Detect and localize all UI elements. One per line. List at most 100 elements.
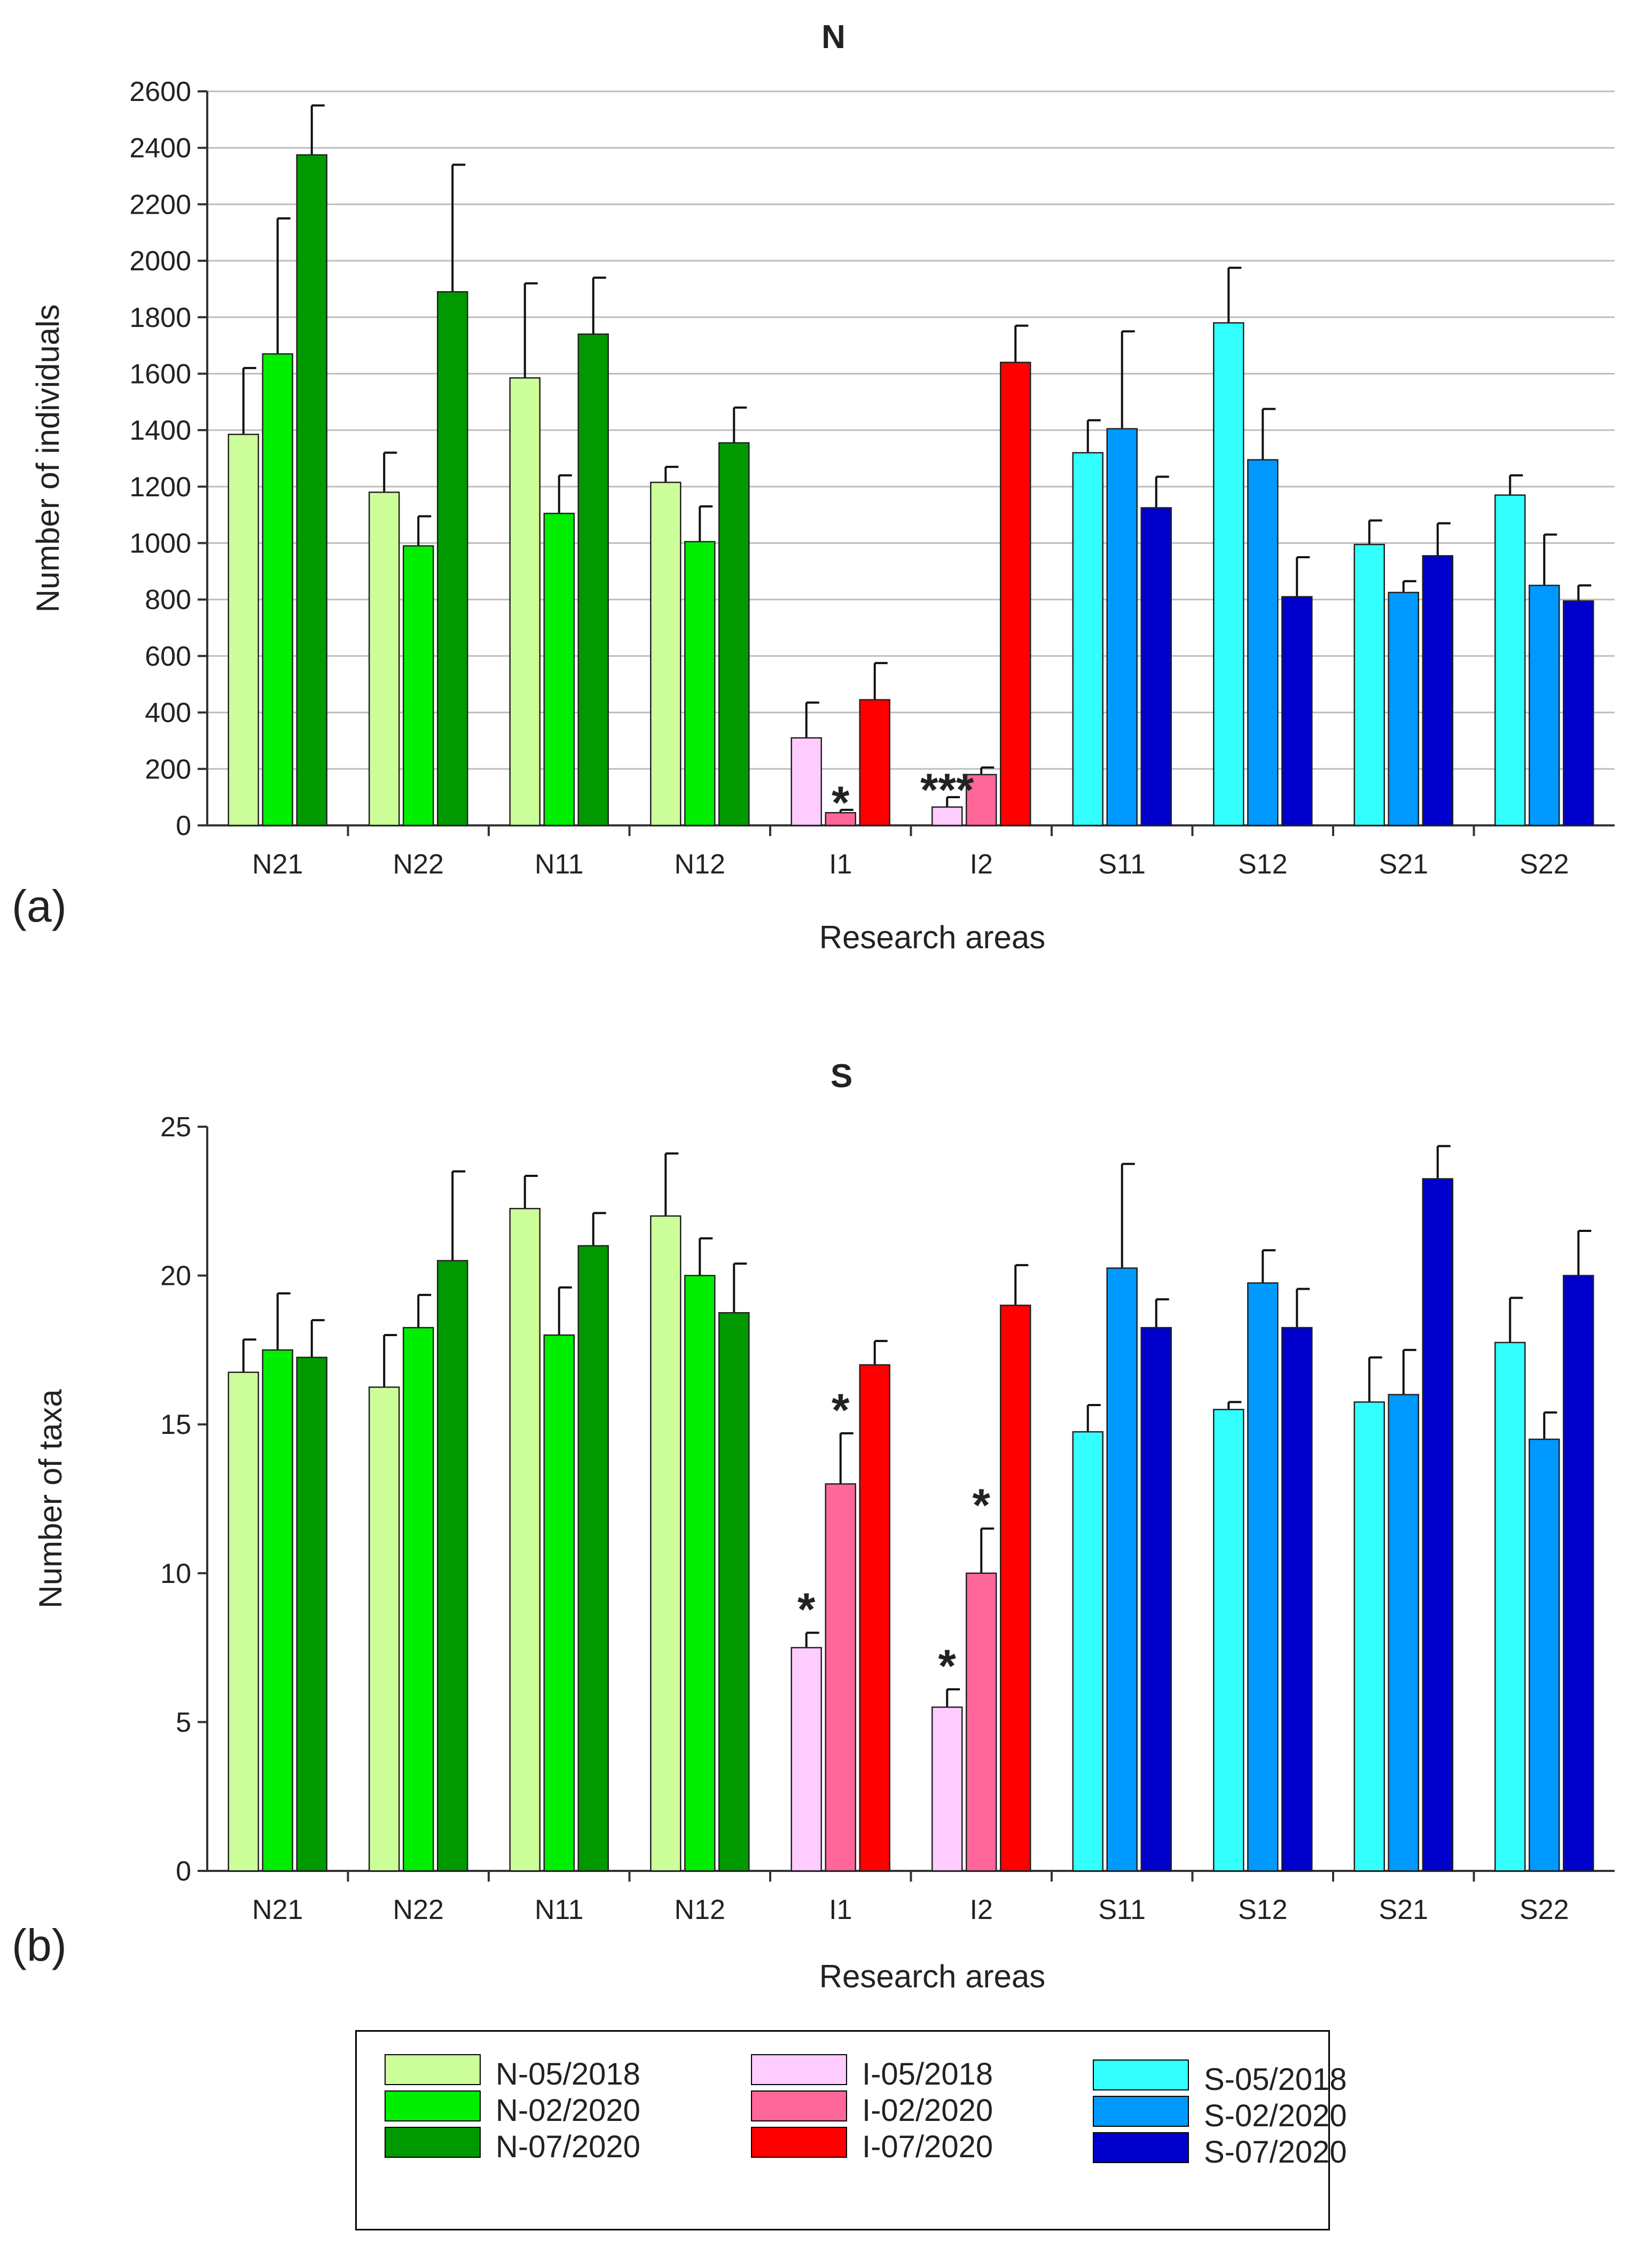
bar — [296, 1356, 327, 1872]
bar — [369, 1386, 400, 1872]
bar — [1213, 322, 1244, 826]
bar — [228, 1371, 259, 1872]
x-tick-label: N12 — [675, 849, 725, 880]
significance-marker: * — [797, 1584, 816, 1635]
x-tick-label: I2 — [970, 849, 993, 880]
y-tick-label: 0 — [176, 1856, 191, 1887]
legend-swatch — [751, 2054, 847, 2085]
bar — [1388, 1394, 1419, 1872]
legend-label: N-07/2020 — [496, 2129, 640, 2164]
panel-label: (a) — [12, 881, 67, 931]
y-tick-label: 2600 — [129, 76, 191, 107]
y-tick-label: 1600 — [129, 358, 191, 389]
y-tick-label: 1200 — [129, 472, 191, 503]
legend-label: S-02/2020 — [1204, 2098, 1347, 2133]
legend-swatch — [385, 2054, 481, 2085]
bar — [1140, 1327, 1172, 1872]
bar — [1281, 596, 1313, 826]
significance-marker: * — [832, 1385, 850, 1436]
legend-label: N-05/2018 — [496, 2057, 640, 2092]
y-tick-label: 200 — [145, 754, 191, 785]
chart-title: S — [831, 1058, 852, 1095]
bar — [577, 333, 609, 826]
bar — [684, 1275, 716, 1872]
bar — [1563, 600, 1594, 826]
bar — [228, 433, 259, 826]
bar — [1106, 1267, 1138, 1872]
significance-marker: * — [832, 777, 850, 829]
legend-swatch — [751, 2127, 847, 2158]
bar — [1388, 591, 1419, 826]
bar — [1494, 494, 1526, 826]
legend-label: I-07/2020 — [862, 2129, 993, 2164]
bar — [403, 545, 434, 826]
bar — [684, 541, 716, 826]
x-tick-label: S21 — [1379, 849, 1428, 880]
bar — [369, 491, 400, 826]
legend-label: I-05/2018 — [862, 2057, 993, 2092]
x-tick-label: N11 — [535, 1894, 584, 1925]
bar — [1247, 459, 1279, 826]
bar — [1000, 1305, 1031, 1872]
legend-swatch — [1093, 2132, 1189, 2163]
x-tick-label: S11 — [1098, 1894, 1146, 1925]
bar — [543, 1334, 575, 1872]
x-tick-label: S21 — [1379, 1894, 1428, 1925]
bar — [543, 512, 575, 826]
bar — [1072, 1431, 1103, 1872]
bar — [825, 1483, 856, 1872]
bar — [296, 154, 327, 826]
y-tick-label: 0 — [176, 810, 191, 841]
bar — [718, 442, 750, 826]
y-axis-label: Number of taxa — [33, 1389, 68, 1609]
y-tick-label: 25 — [160, 1112, 191, 1143]
bar — [577, 1245, 609, 1872]
x-tick-label: I2 — [970, 1894, 993, 1925]
bar — [966, 1572, 997, 1872]
legend-swatch — [385, 2127, 481, 2158]
x-tick-label: N22 — [393, 849, 444, 880]
bar — [509, 377, 541, 826]
legend-label: S-05/2018 — [1204, 2062, 1347, 2097]
x-tick-label: N11 — [535, 849, 584, 880]
y-tick-label: 20 — [160, 1261, 191, 1292]
bar — [1281, 1327, 1313, 1872]
y-tick-label: 2000 — [129, 246, 191, 277]
bar — [1563, 1275, 1594, 1872]
x-tick-label: S22 — [1520, 849, 1569, 880]
bar — [1353, 543, 1385, 826]
legend: N-05/2018 N-02/2020 N-07/2020 I-05/2018 … — [355, 2030, 1347, 2230]
chart-panel-a: 0 200 400 600 800 1000 1200 1400 1600 1800 2000 220… — [12, 19, 1615, 955]
legend-swatch — [751, 2090, 847, 2121]
y-axis-label: Number of individuals — [30, 305, 66, 613]
bar — [790, 1647, 822, 1872]
bar — [1422, 1178, 1453, 1872]
x-tick-label: S22 — [1520, 1894, 1569, 1925]
bar — [509, 1207, 541, 1872]
x-axis-label: Research areas — [819, 1959, 1046, 1994]
bar — [650, 1215, 682, 1872]
bar — [1072, 452, 1103, 826]
bar — [1353, 1401, 1385, 1872]
legend-label: N-02/2020 — [496, 2093, 640, 2128]
y-tick-label: 15 — [160, 1409, 191, 1440]
bar — [1213, 1409, 1244, 1872]
bar — [1000, 362, 1031, 826]
bar — [437, 291, 468, 826]
bar — [1494, 1341, 1526, 1872]
bar — [859, 1364, 890, 1872]
bar — [931, 806, 963, 826]
bar — [262, 1349, 293, 1872]
y-tick-label: 400 — [145, 698, 191, 729]
bar — [1247, 1282, 1279, 1872]
bar — [1106, 428, 1138, 826]
bar — [650, 481, 682, 826]
y-tick-label: 600 — [145, 641, 191, 672]
bar — [825, 812, 856, 826]
significance-marker: * — [938, 1641, 957, 1692]
y-tick-label: 5 — [176, 1707, 191, 1738]
x-tick-label: N22 — [393, 1894, 444, 1925]
x-tick-label: N12 — [675, 1894, 725, 1925]
bar — [966, 774, 997, 826]
